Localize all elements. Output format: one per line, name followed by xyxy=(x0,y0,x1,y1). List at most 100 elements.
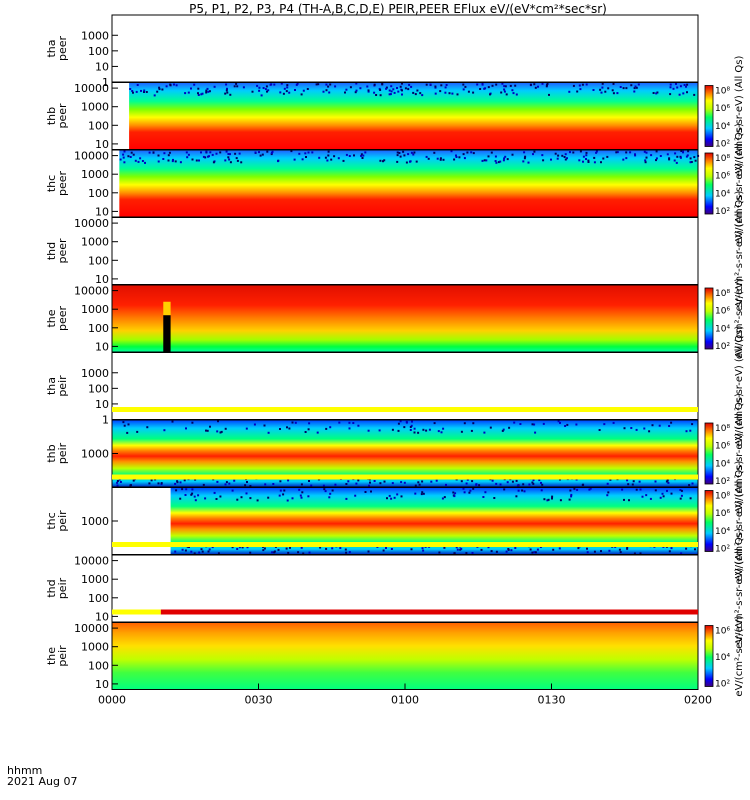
noise-pixel xyxy=(532,153,534,156)
ytick-label: 1000 xyxy=(81,515,109,528)
noise-pixel xyxy=(612,92,615,95)
noise-pixel xyxy=(231,489,234,492)
noise-pixel xyxy=(422,549,425,552)
noise-pixel xyxy=(557,420,560,423)
noise-pixel xyxy=(607,491,610,494)
noise-pixel xyxy=(487,86,490,89)
noise-pixel xyxy=(401,93,403,96)
noise-pixel xyxy=(296,82,299,85)
noise-pixel xyxy=(599,88,602,91)
noise-pixel xyxy=(224,159,227,162)
noise-pixel xyxy=(240,496,243,499)
noise-pixel xyxy=(271,551,274,554)
noise-pixel xyxy=(487,546,490,549)
noise-pixel xyxy=(630,427,633,429)
noise-pixel xyxy=(673,159,676,162)
noise-pixel xyxy=(626,479,629,482)
noise-pixel xyxy=(397,429,400,432)
noise-pixel xyxy=(379,482,382,485)
noise-pixel xyxy=(439,157,442,160)
noise-pixel xyxy=(452,491,455,494)
noise-pixel xyxy=(176,480,179,483)
noise-pixel xyxy=(515,495,518,498)
ytick-label: 1000 xyxy=(81,573,109,586)
noise-pixel xyxy=(527,161,530,164)
noise-pixel xyxy=(499,160,502,163)
noise-pixel xyxy=(502,159,505,162)
noise-pixel xyxy=(403,481,406,484)
panel-label-product: peer xyxy=(56,171,69,197)
noise-pixel xyxy=(568,498,571,501)
noise-pixel xyxy=(127,423,130,426)
noise-pixel xyxy=(689,161,692,164)
noise-pixel xyxy=(533,551,536,554)
noise-pixel xyxy=(414,93,417,96)
noise-pixel xyxy=(136,430,139,433)
noise-pixel xyxy=(122,156,125,159)
noise-pixel xyxy=(533,83,536,86)
noise-pixel xyxy=(396,160,399,163)
colorbar-thb_peer xyxy=(704,85,714,147)
noise-pixel xyxy=(194,478,197,481)
colorbar-tick: 10⁸ xyxy=(715,289,730,299)
noise-pixel xyxy=(352,422,355,424)
noise-pixel xyxy=(122,153,125,156)
noise-pixel xyxy=(184,494,187,496)
noise-pixel xyxy=(409,160,412,163)
noise-pixel xyxy=(285,90,288,93)
noise-pixel xyxy=(407,153,410,156)
noise-pixel xyxy=(476,83,479,86)
noise-pixel xyxy=(193,495,196,498)
noise-pixel xyxy=(581,484,584,486)
noise-pixel xyxy=(277,548,280,551)
noise-pixel xyxy=(512,92,515,95)
noise-pixel xyxy=(397,422,400,425)
noise-pixel xyxy=(286,86,289,89)
noise-pixel xyxy=(191,421,194,424)
colorbar-label: eV/(cm²-s-sr-eV) xyxy=(734,615,745,696)
colorbar-tick: 10² xyxy=(715,680,730,690)
noise-pixel xyxy=(361,157,364,159)
noise-pixel xyxy=(305,156,307,158)
noise-pixel xyxy=(434,92,437,95)
noise-pixel xyxy=(491,84,494,87)
noise-pixel xyxy=(667,481,670,484)
noise-pixel xyxy=(390,85,393,88)
colorbar-tick: 10⁶ xyxy=(715,442,730,452)
colorbar-thc_peir xyxy=(704,490,714,552)
noise-pixel xyxy=(400,481,403,484)
noise-pixel xyxy=(585,154,588,157)
noise-pixel xyxy=(367,550,370,553)
noise-pixel xyxy=(650,154,653,157)
noise-pixel xyxy=(327,154,330,157)
noise-pixel xyxy=(425,155,428,158)
noise-pixel xyxy=(455,546,458,549)
noise-pixel xyxy=(233,85,236,88)
noise-pixel xyxy=(566,423,569,426)
noise-pixel xyxy=(194,499,197,502)
noise-pixel xyxy=(670,421,673,424)
colorbar-tick: 10² xyxy=(715,545,730,555)
noise-pixel xyxy=(570,495,573,498)
noise-pixel xyxy=(676,86,679,89)
noise-pixel xyxy=(690,161,693,163)
noise-pixel xyxy=(494,155,497,158)
noise-pixel xyxy=(359,87,362,90)
noise-pixel xyxy=(286,84,289,87)
noise-pixel xyxy=(158,88,161,91)
noise-pixel xyxy=(475,483,478,486)
noise-pixel xyxy=(600,91,603,94)
noise-pixel xyxy=(205,89,208,92)
noise-pixel xyxy=(143,89,146,92)
noise-pixel xyxy=(357,424,360,427)
noise-pixel xyxy=(264,88,267,91)
noise-pixel xyxy=(495,550,498,553)
noise-pixel xyxy=(271,150,274,153)
noise-pixel xyxy=(396,151,399,154)
noise-pixel xyxy=(399,85,402,88)
noise-pixel xyxy=(169,84,172,87)
noise-pixel xyxy=(348,155,351,157)
panel-label-instrument: thd xyxy=(45,579,58,597)
noise-pixel xyxy=(229,93,232,96)
